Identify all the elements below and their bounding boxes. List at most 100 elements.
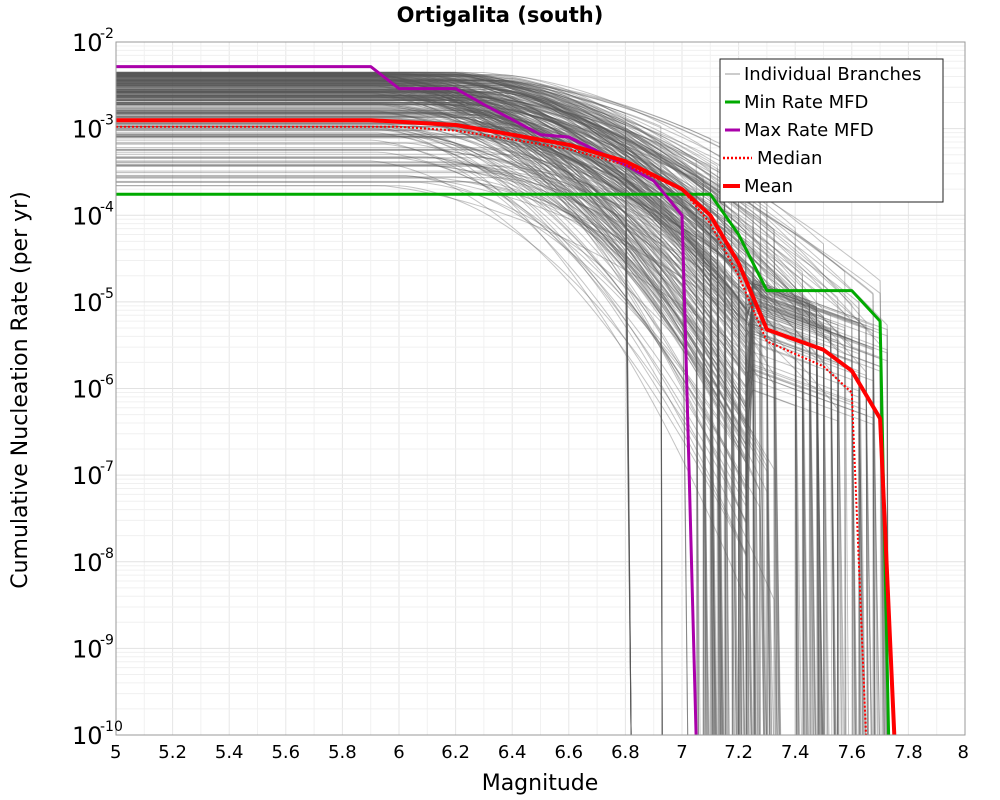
- x-tick-label: 7.2: [724, 742, 753, 763]
- branch-line: [116, 75, 821, 736]
- grid: [115, 42, 966, 736]
- branch-line: [116, 142, 714, 736]
- branch-line: [116, 95, 708, 736]
- y-tick-label: 10-6: [72, 373, 114, 404]
- branch-line: [116, 76, 860, 735]
- branch-line: [116, 98, 742, 736]
- branch-line: [116, 92, 825, 736]
- branch-line: [116, 75, 750, 736]
- branch-line: [116, 77, 700, 736]
- branch-line: [116, 74, 813, 736]
- branch-line: [116, 92, 807, 736]
- branch-line: [116, 135, 854, 736]
- branch-line: [116, 101, 842, 736]
- branch-line: [116, 181, 839, 736]
- branch-line: [116, 83, 885, 736]
- branch-line: [116, 77, 816, 736]
- branch-line: [116, 75, 798, 736]
- branch-line: [116, 91, 742, 736]
- branch-line: [116, 73, 707, 736]
- branch-line: [116, 81, 718, 736]
- series-min-rate-mfd: [116, 192, 891, 736]
- branch-line: [116, 77, 737, 736]
- branch-line: [116, 91, 764, 736]
- branch-line: [116, 122, 835, 736]
- branch-line: [116, 96, 728, 736]
- branch-line: [116, 93, 835, 736]
- branch-line: [116, 83, 718, 735]
- branch-line: [116, 97, 778, 736]
- branch-line: [116, 147, 716, 736]
- branch-line: [116, 112, 742, 736]
- branch-line: [116, 99, 809, 736]
- branch-line: [116, 165, 775, 735]
- branch-line: [116, 76, 759, 736]
- branch-line: [116, 76, 868, 736]
- branch-line: [116, 128, 880, 736]
- branch-line: [116, 110, 729, 736]
- y-tick-base: 10: [72, 116, 103, 144]
- branch-line: [116, 136, 829, 736]
- branch-line: [116, 76, 740, 736]
- branch-line: [116, 75, 748, 736]
- branch-line: [116, 110, 800, 736]
- branch-line: [116, 99, 827, 736]
- series-median: [116, 125, 867, 736]
- branch-line: [116, 180, 747, 736]
- y-tick-base: 10: [72, 635, 103, 663]
- branch-line: [116, 72, 817, 736]
- branch-line: [116, 128, 773, 736]
- legend-box: [719, 58, 944, 203]
- branch-line: [116, 95, 880, 736]
- series-max-rate-mfd: [116, 65, 698, 736]
- branch-line: [116, 123, 865, 736]
- branch-line: [116, 136, 740, 735]
- branch-line: [116, 81, 698, 736]
- branch-line: [116, 85, 847, 736]
- branch-line: [116, 79, 765, 736]
- branch-line: [116, 125, 805, 736]
- branch-line: [116, 108, 812, 736]
- branch-line: [116, 73, 632, 736]
- branch-line: [116, 72, 753, 736]
- x-tick-label: 5.8: [328, 742, 357, 763]
- branch-line: [116, 102, 721, 736]
- branch-line: [116, 99, 737, 736]
- y-tick-exponent: -5: [100, 286, 114, 302]
- branch-line: [116, 170, 723, 736]
- branch-line: [116, 93, 632, 736]
- branch-line: [116, 105, 663, 736]
- y-tick-label: 10-9: [72, 632, 114, 663]
- branch-line: [116, 109, 712, 736]
- branch-line: [116, 111, 632, 736]
- x-tick-label: 7.4: [781, 742, 810, 763]
- branch-line: [116, 104, 767, 736]
- branch-line: [116, 74, 765, 736]
- branch-line: [116, 97, 874, 735]
- branch-line: [116, 117, 865, 736]
- branch-line: [116, 91, 770, 736]
- branch-line: [116, 85, 879, 736]
- branch-line: [116, 111, 884, 736]
- branch-line: [116, 113, 778, 736]
- branch-line: [116, 74, 740, 736]
- branch-line: [116, 80, 689, 736]
- branch-line: [116, 73, 727, 736]
- branch-line: [116, 110, 814, 736]
- branch-line: [116, 90, 829, 736]
- branch-line: [116, 79, 735, 736]
- branch-line: [116, 85, 889, 736]
- branch-line: [116, 89, 759, 736]
- branch-line: [116, 110, 845, 736]
- branch-line: [116, 99, 781, 736]
- branch-line: [116, 91, 632, 736]
- branch-line: [116, 79, 699, 736]
- individual-branches: [116, 71, 889, 736]
- branch-line: [116, 81, 715, 736]
- branch-line: [116, 151, 838, 735]
- branch-line: [116, 113, 717, 736]
- branch-line: [116, 72, 755, 736]
- y-tick-label: 10-10: [72, 719, 123, 750]
- branch-line: [116, 116, 632, 736]
- branch-line: [116, 109, 781, 736]
